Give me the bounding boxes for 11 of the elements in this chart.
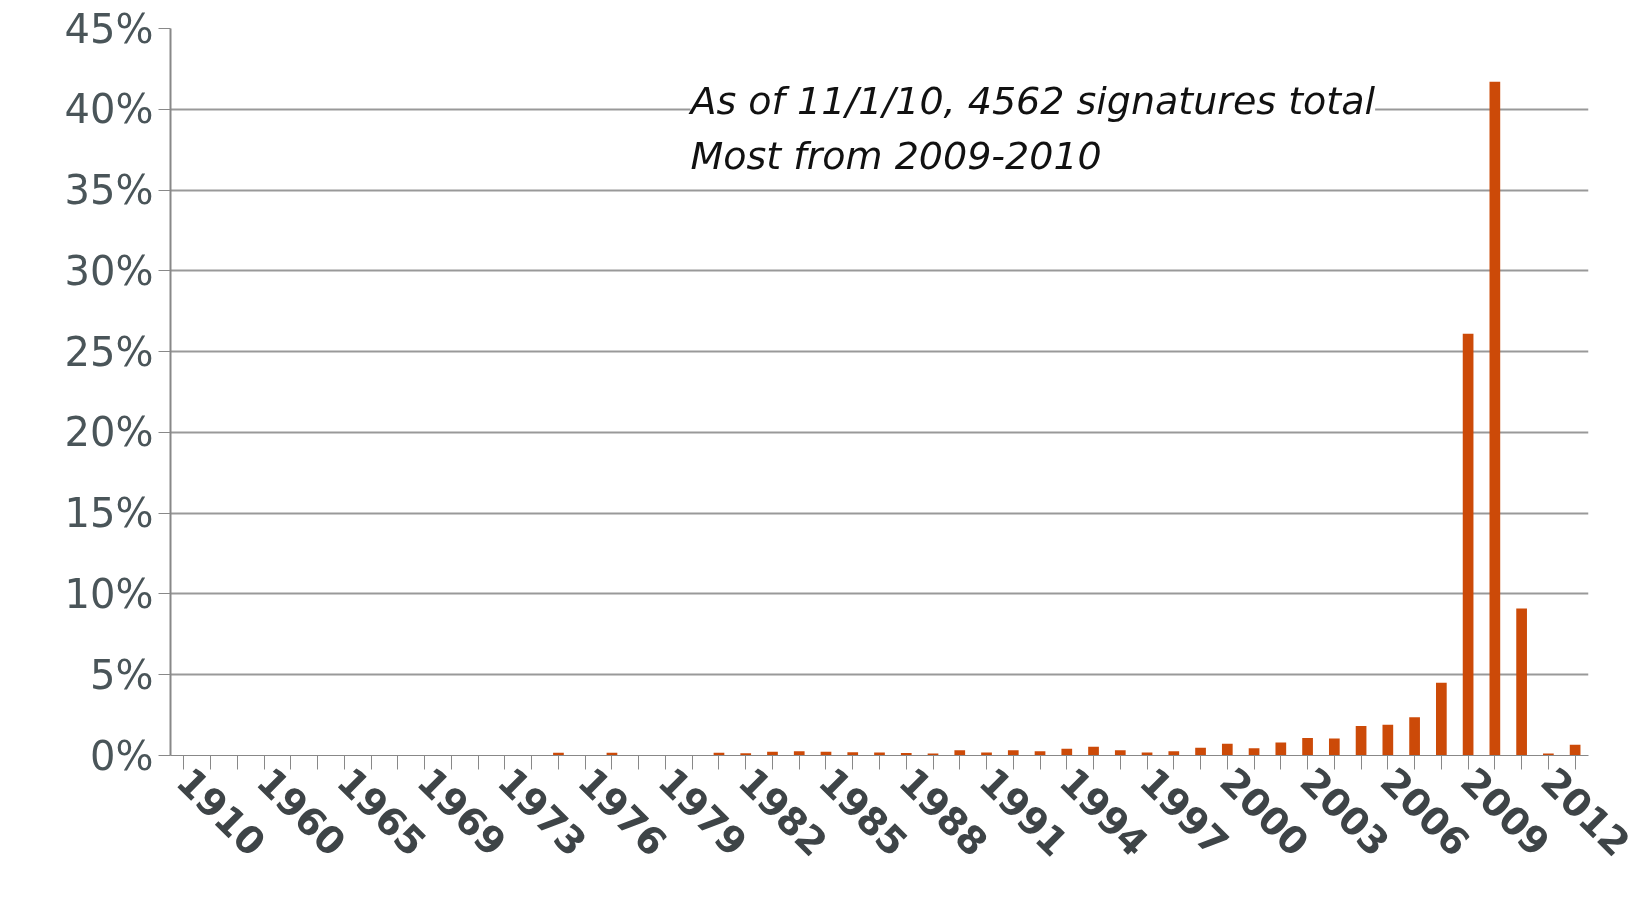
- y-tick-label: 5%: [90, 651, 154, 698]
- y-tick-label: 20%: [64, 409, 154, 456]
- y-tick-label: 35%: [64, 167, 154, 214]
- y-tick-label: 45%: [64, 5, 154, 52]
- y-tick-label: 15%: [64, 490, 154, 537]
- annotation: As of 11/1/10, 4562 signatures total Most from 2009-2010: [687, 78, 1376, 178]
- y-tick-label: 30%: [64, 247, 154, 294]
- y-tick-label: 10%: [64, 570, 154, 617]
- y-tick-label: 40%: [64, 86, 154, 133]
- y-tick-label: 25%: [64, 328, 154, 375]
- y-tick-label: 0%: [90, 732, 154, 779]
